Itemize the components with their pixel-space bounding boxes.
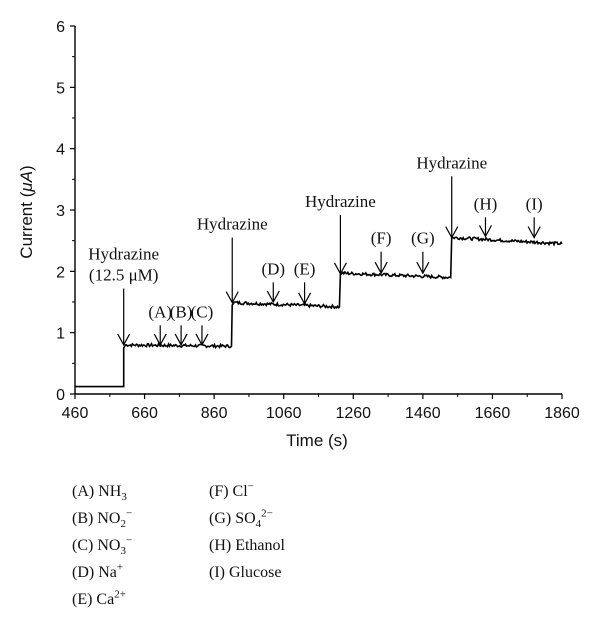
annotation-label: (C) xyxy=(191,302,214,321)
annotation: (G) xyxy=(411,229,435,275)
x-tick-label: 1060 xyxy=(266,405,302,422)
annotation: (E) xyxy=(294,259,316,306)
annotation-arrow-head xyxy=(416,261,430,275)
annotation-label: Hydrazine xyxy=(416,153,487,172)
annotation: Hydrazine xyxy=(416,153,487,239)
legend-item: (G) SO42− xyxy=(209,507,273,531)
x-tick-label: 860 xyxy=(201,405,228,422)
annotation: (D) xyxy=(261,259,285,304)
legend-item: (F) Cl− xyxy=(209,480,254,500)
x-tick-label: 660 xyxy=(131,405,158,422)
annotation-label: (E) xyxy=(294,259,316,278)
y-axis-label: Current (μA) xyxy=(17,165,36,258)
annotation: Hydrazine xyxy=(305,192,376,276)
annotation-arrow-head xyxy=(298,292,312,306)
annotation-arrow-head xyxy=(266,290,280,304)
x-tick-label: 1860 xyxy=(544,405,580,422)
annotation-arrow-head xyxy=(117,333,131,347)
annotation: (B) xyxy=(170,302,193,347)
y-tick-label: 5 xyxy=(56,80,65,97)
legend-item: (I) Glucose xyxy=(209,564,282,581)
annotation-label: (H) xyxy=(474,194,498,213)
annotation-label: Hydrazine xyxy=(305,192,376,211)
annotations: Hydrazine (12.5 μM) (A)(B)(C) Hydrazine (D) (… xyxy=(88,153,543,347)
annotation-arrow-head xyxy=(333,262,347,276)
annotation-label: (F) xyxy=(371,229,392,248)
annotation: (C) xyxy=(191,302,214,347)
legend-item: (D) Na+ xyxy=(72,561,124,581)
legend-item: (E) Ca2+ xyxy=(72,588,126,608)
y-tick-label: 6 xyxy=(56,19,65,36)
x-tick-label: 1660 xyxy=(475,405,511,422)
x-axis-ticks: 460 660 860 1060 1260 1460 1660 1860 xyxy=(62,394,580,422)
legend: (A) NH3 (B) NO2− (C) NO3− (D) Na+ (E) Ca2+ (… xyxy=(72,478,412,628)
annotation-arrow-head xyxy=(527,226,541,239)
annotation-label: (A) xyxy=(148,302,172,321)
annotation-label: (D) xyxy=(261,259,285,278)
legend-item: (B) NO2− xyxy=(72,507,133,531)
y-tick-label: 2 xyxy=(56,264,65,281)
y-tick-label: 3 xyxy=(56,203,65,220)
annotation-arrow-head xyxy=(174,333,188,347)
annotation-arrow-head xyxy=(445,226,459,239)
y-axis-ticks: 0 1 2 3 4 5 6 xyxy=(56,19,75,404)
x-tick-label: 1260 xyxy=(335,405,371,422)
annotation: (F) xyxy=(371,229,392,275)
legend-item: (A) NH3 xyxy=(72,483,127,504)
annotation-label: (B) xyxy=(170,302,193,321)
annotation-arrow-head xyxy=(195,333,209,347)
y-tick-label: 0 xyxy=(56,387,65,404)
x-tick-label: 1460 xyxy=(405,405,441,422)
annotation-label: (12.5 μM) xyxy=(89,266,159,285)
annotation-label: Hydrazine xyxy=(88,245,159,264)
legend-item: (C) NO3− xyxy=(72,534,133,558)
annotation: (H) xyxy=(474,194,498,238)
annotation: (I) xyxy=(526,194,543,239)
annotation-arrow-head xyxy=(153,333,167,347)
legend-item: (H) Ethanol xyxy=(209,537,285,554)
y-tick-label: 4 xyxy=(56,142,65,159)
annotation-arrow-head xyxy=(225,291,239,304)
x-tick-label: 460 xyxy=(62,405,89,422)
annotation: (A) xyxy=(148,302,172,347)
chart: 0 1 2 3 4 5 6 460 660 860 1060 1260 1460 1660 1860 Cu… xyxy=(17,19,580,450)
annotation-label: (I) xyxy=(526,194,543,213)
legend-column-2: (F) Cl− (G) SO42− (H) Ethanol (I) Glucose xyxy=(209,478,285,586)
annotation-arrow-head xyxy=(374,261,388,275)
annotation-arrow-head xyxy=(478,225,492,238)
y-tick-label: 1 xyxy=(56,326,65,343)
series-line xyxy=(75,235,563,388)
legend-column-1: (A) NH3 (B) NO2− (C) NO3− (D) Na+ (E) Ca2+ xyxy=(72,478,132,613)
annotation: Hydrazine xyxy=(197,215,268,304)
x-axis-label: Time (s) xyxy=(286,431,348,450)
annotation-label: (G) xyxy=(411,229,435,248)
annotation: Hydrazine (12.5 μM) xyxy=(88,245,159,347)
annotation-label: Hydrazine xyxy=(197,215,268,234)
